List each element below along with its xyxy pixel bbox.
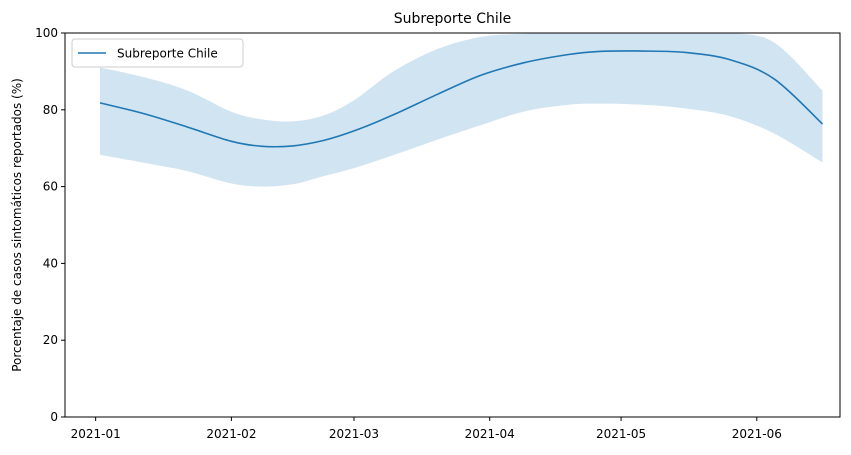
y-tick-label: 60 xyxy=(43,180,58,194)
y-axis-label: Porcentaje de casos sintomáticos reporta… xyxy=(10,78,24,372)
y-tick-label: 40 xyxy=(43,256,58,270)
x-tick-label: 2021-03 xyxy=(329,427,379,441)
y-tick-label: 80 xyxy=(43,103,58,117)
plot-area xyxy=(99,33,824,187)
x-tick-label: 2021-05 xyxy=(596,427,646,441)
legend-box xyxy=(71,38,244,68)
axes: 0 20 40 60 80 100 2021-01 2021-02 2021-03 2021-04… xyxy=(35,26,841,441)
x-tick-label: 2021-02 xyxy=(206,427,256,441)
plot-frame xyxy=(64,32,841,418)
chart-title: Subreporte Chile xyxy=(394,11,512,27)
legend: Subreporte Chile xyxy=(71,38,244,68)
confidence-band xyxy=(100,33,823,187)
y-tick-label: 20 xyxy=(43,333,58,347)
x-tick-label: 2021-01 xyxy=(71,427,121,441)
y-tick-label: 0 xyxy=(50,410,58,424)
y-tick-label: 100 xyxy=(35,26,58,40)
x-tick-label: 2021-06 xyxy=(732,427,782,441)
x-tick-label: 2021-04 xyxy=(465,427,515,441)
series-line-subreporte-chile xyxy=(99,50,824,148)
legend-label: Subreporte Chile xyxy=(117,47,218,61)
